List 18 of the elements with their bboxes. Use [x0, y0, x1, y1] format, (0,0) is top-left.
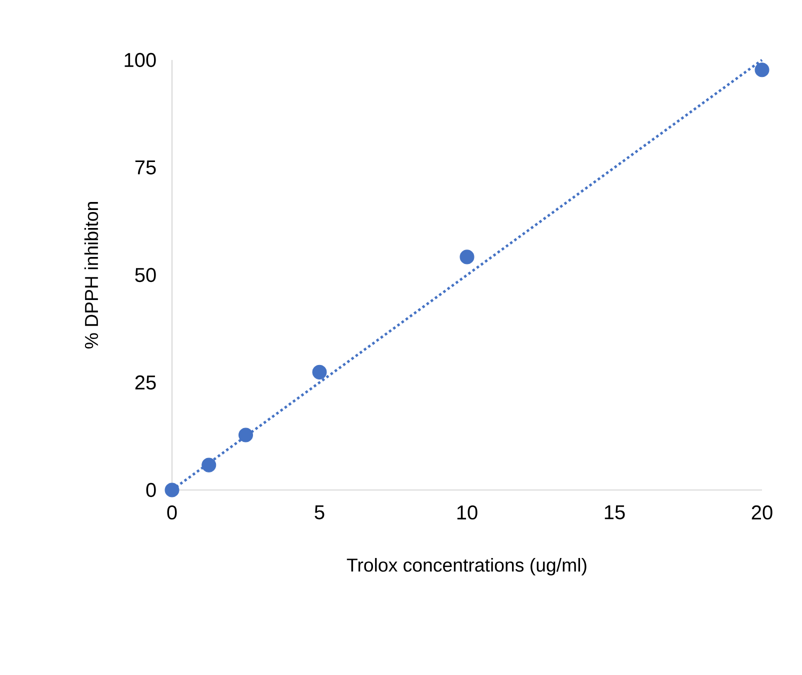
- point: [312, 364, 327, 380]
- x-tick-label: 10: [457, 505, 478, 520]
- x-tick-label: 0: [167, 505, 177, 520]
- x-tick-label: 20: [752, 505, 772, 520]
- y-tick-label: 0: [146, 482, 156, 498]
- point: [164, 482, 180, 498]
- x-axis-title: Trolox concentrations (ug/ml): [346, 558, 586, 576]
- point: [238, 428, 254, 442]
- y-tick-label: 50: [135, 268, 156, 282]
- y-axis-title: % DPPH inhibiton: [84, 202, 98, 349]
- point: [460, 250, 474, 264]
- point: [202, 458, 216, 472]
- x-tick-label: 5: [314, 505, 324, 520]
- x-tick-label: 15: [604, 505, 625, 520]
- y-tick-label: 25: [135, 375, 156, 390]
- point: [754, 62, 770, 78]
- y-tick-label: 100: [124, 52, 156, 68]
- y-tick-label: 75: [135, 160, 156, 174]
